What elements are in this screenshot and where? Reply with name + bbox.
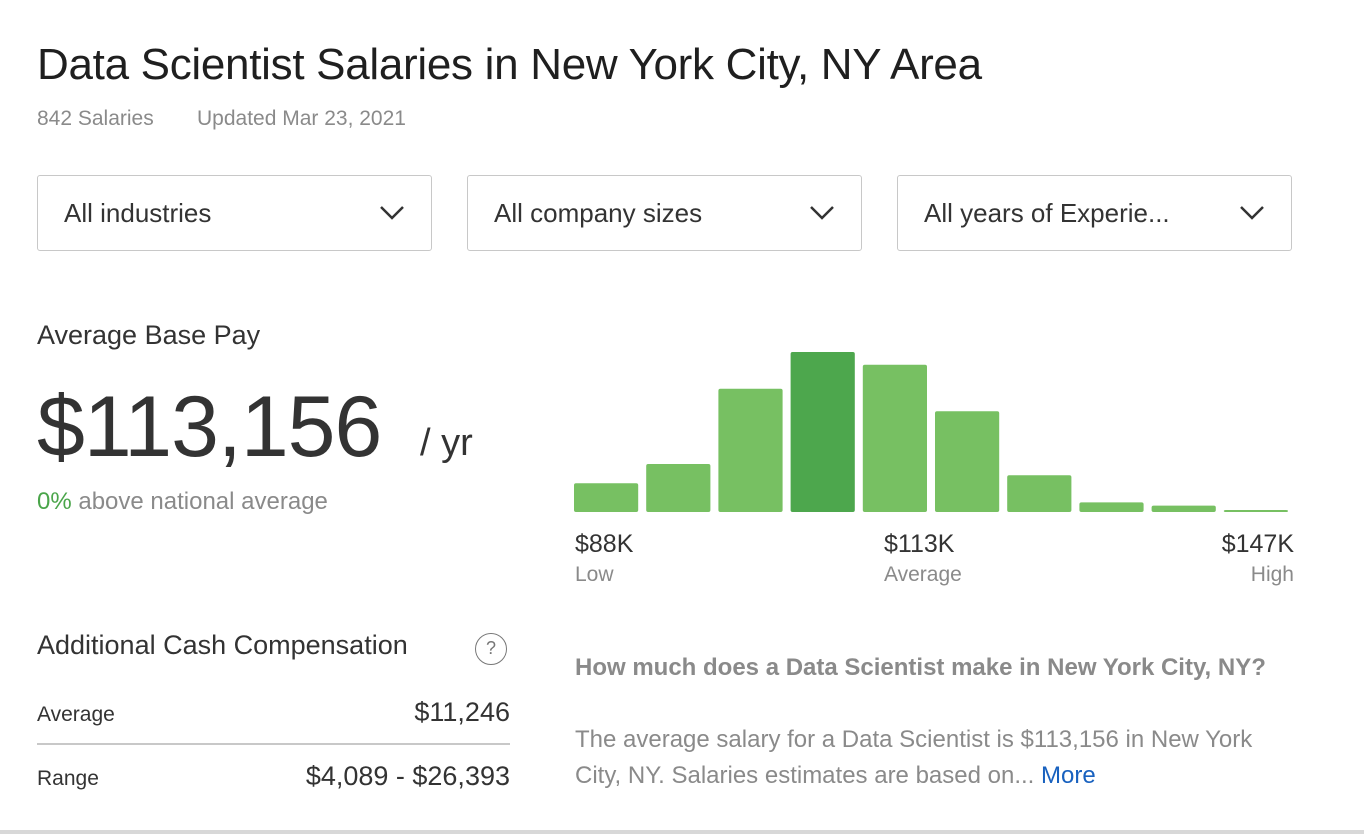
row-value: $11,246 (414, 697, 510, 727)
page-title: Data Scientist Salaries in New York City… (37, 40, 982, 89)
axis-label-low-caption: Low (575, 563, 614, 586)
row-value: $4,089 - $26,393 (305, 761, 510, 791)
national-comparison: 0% above national average (37, 488, 328, 516)
base-pay-amount: $113,156 (37, 379, 382, 475)
histogram-bar (646, 464, 711, 512)
axis-label-low-value: $88K (575, 530, 634, 558)
axis-label-high-value: $147K (1221, 530, 1294, 558)
faq-answer: The average salary for a Data Scientist … (575, 722, 1295, 794)
axis-label-high-caption: High (1250, 563, 1294, 586)
divider (37, 743, 510, 745)
comparison-percent: 0% (37, 488, 72, 515)
question-circle-icon[interactable]: ? (475, 633, 507, 665)
experience-dropdown[interactable]: All years of Experie... (897, 175, 1292, 251)
industry-dropdown[interactable]: All industries (37, 175, 432, 251)
additional-comp-title: Additional Cash Compensation (37, 630, 408, 660)
experience-dropdown-label: All years of Experie... (924, 197, 1170, 228)
industry-dropdown-label: All industries (64, 197, 212, 228)
faq-answer-text: The average salary for a Data Scientist … (575, 726, 1253, 789)
histogram-bar (1007, 475, 1072, 512)
row-label: Range (37, 767, 99, 790)
base-pay-label: Average Base Pay (37, 320, 261, 350)
chevron-down-icon (810, 206, 834, 220)
additional-average-row: Average $11,246 (37, 697, 510, 728)
faq-question: How much does a Data Scientist make in N… (575, 654, 1266, 681)
histogram-bar (1079, 502, 1144, 512)
histogram-bar (790, 352, 855, 512)
histogram-bar (1151, 505, 1216, 512)
axis-label-average-caption: Average (884, 563, 962, 586)
histogram-bar (862, 364, 927, 512)
base-pay-unit: / yr (420, 422, 473, 464)
bottom-divider (0, 830, 1364, 834)
histogram-bar (718, 388, 783, 512)
axis-label-average-value: $113K (884, 530, 955, 558)
comparison-text: above national average (78, 488, 328, 515)
company-size-dropdown-label: All company sizes (494, 197, 703, 228)
salaries-count: 842 Salaries (37, 107, 154, 130)
histogram-bar (1223, 510, 1288, 512)
chevron-down-icon (1240, 206, 1264, 220)
salary-histogram (574, 352, 1288, 512)
additional-range-row: Range $4,089 - $26,393 (37, 761, 510, 792)
chevron-down-icon (380, 206, 404, 220)
histogram-bar (935, 411, 1000, 512)
histogram-bar (574, 483, 639, 512)
updated-date: Updated Mar 23, 2021 (197, 107, 406, 130)
company-size-dropdown[interactable]: All company sizes (467, 175, 862, 251)
more-link[interactable]: More (1041, 762, 1096, 789)
row-label: Average (37, 703, 115, 726)
